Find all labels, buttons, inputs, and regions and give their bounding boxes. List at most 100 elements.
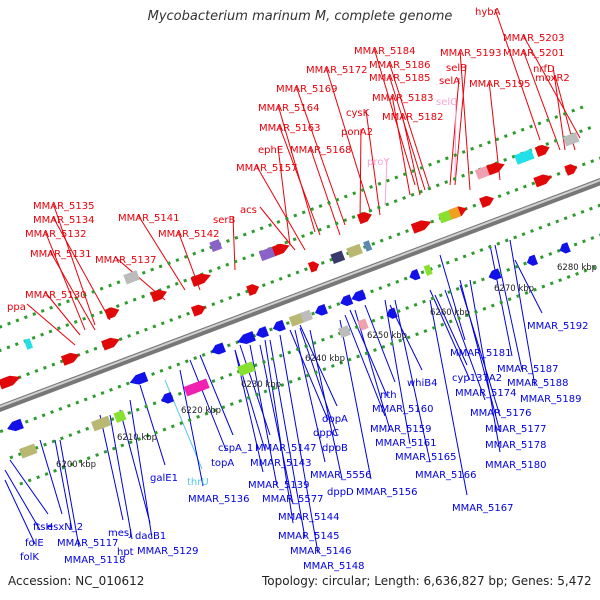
bottom-gene-label: MMAR_5192: [527, 321, 589, 332]
tick-mark: [176, 362, 181, 367]
tick-mark: [99, 286, 104, 291]
tick-mark: [478, 143, 483, 148]
tick-mark: [66, 299, 70, 304]
tick-mark: [590, 236, 595, 241]
gene-shape: [272, 319, 286, 332]
gene-arrow: [534, 144, 550, 157]
leader-line: [454, 98, 457, 181]
tick-mark: [132, 297, 137, 302]
feature-block: [189, 378, 210, 395]
leader-line: [552, 65, 566, 151]
feature-block: [23, 338, 34, 350]
bottom-gene-label: MMAR_5144: [278, 512, 340, 523]
tick-mark: [95, 453, 99, 457]
tick-mark: [396, 309, 401, 314]
gene-arrow: [533, 174, 553, 188]
tick-mark: [461, 150, 466, 154]
tick-mark: [238, 399, 243, 403]
tick-mark: [170, 424, 175, 429]
bottom-gene-label: MMAR_5174: [455, 388, 517, 399]
bottom-gene-label: MMAR_5159: [370, 424, 432, 435]
tick-mark: [336, 302, 341, 306]
gene-arrow: [7, 418, 24, 432]
tick-mark: [522, 184, 527, 189]
top-gene-label: ponA2: [341, 127, 373, 138]
tick-mark: [166, 285, 171, 289]
leader-line: [179, 369, 204, 487]
bottom-gene-label: MMAR_5577: [262, 494, 324, 505]
tick-mark: [545, 118, 550, 123]
top-gene-label: proY: [367, 157, 390, 168]
leader-line: [494, 244, 523, 371]
tick-mark: [480, 277, 485, 282]
top-gene-label: MMAR_5172: [306, 65, 368, 76]
tick-mark: [183, 254, 188, 259]
tick-mark: [541, 284, 546, 289]
tick-mark: [572, 213, 577, 218]
tick-mark: [405, 306, 410, 310]
gene-arrow: [340, 294, 354, 307]
tick-mark: [56, 326, 61, 331]
tick-mark: [470, 146, 475, 151]
tick-mark: [186, 311, 190, 316]
tick-mark: [360, 188, 365, 193]
tick-mark: [6, 345, 11, 350]
tick-mark: [36, 475, 41, 480]
tick-mark: [563, 216, 568, 221]
tick-mark: [444, 180, 449, 185]
gene-shape: [356, 211, 372, 225]
tick-mark: [137, 437, 142, 442]
tick-mark: [395, 279, 400, 284]
tick-mark: [167, 261, 171, 266]
tick-mark: [61, 465, 66, 470]
tick-mark: [490, 303, 495, 308]
tick-mark: [532, 287, 537, 292]
leader-line: [299, 324, 338, 407]
genome-backbone: [0, 178, 600, 412]
top-gene-label: selC: [436, 97, 457, 108]
tick-mark: [99, 310, 103, 315]
gene-arrow: [104, 307, 120, 320]
tick-mark: [310, 207, 315, 212]
tick-mark: [144, 404, 149, 409]
bottom-gene-label: topA: [211, 458, 234, 469]
tick-mark: [571, 108, 576, 113]
gene-shape: [410, 220, 432, 234]
tick-mark: [354, 325, 359, 330]
tick-mark: [419, 189, 423, 194]
tick-mark: [24, 419, 29, 424]
tick-mark: [177, 314, 182, 319]
leader-line: [49, 250, 96, 331]
tick-mark: [82, 316, 87, 321]
tick-mark: [115, 304, 120, 308]
tick-mark: [454, 257, 459, 262]
tick-mark: [578, 129, 583, 134]
tick-mark: [335, 197, 340, 202]
tick-mark: [474, 310, 478, 314]
tick-mark: [431, 325, 436, 330]
gene-arrow: [356, 211, 372, 225]
leader-line: [449, 77, 460, 186]
tick-mark: [44, 472, 49, 476]
tick-mark: [293, 213, 298, 218]
feature-block: [91, 415, 112, 432]
tick-mark: [457, 316, 462, 321]
tick-mark: [314, 370, 318, 375]
feature-block: [330, 250, 346, 265]
tick-mark: [100, 391, 105, 395]
leader-line: [489, 244, 513, 357]
tick-mark: [398, 338, 403, 343]
tick-mark: [288, 379, 293, 384]
tick-mark: [75, 400, 80, 405]
leader-line: [509, 239, 536, 387]
tick-mark: [420, 270, 425, 275]
leader-line: [391, 94, 411, 196]
tick-mark: [175, 258, 180, 262]
gene-shape: [190, 304, 206, 317]
tick-mark: [309, 231, 314, 235]
tick-mark: [410, 192, 415, 197]
tick-mark: [462, 254, 467, 259]
tick-mark: [566, 275, 571, 279]
tick-mark: [141, 294, 146, 299]
tick-mark: [127, 410, 132, 415]
